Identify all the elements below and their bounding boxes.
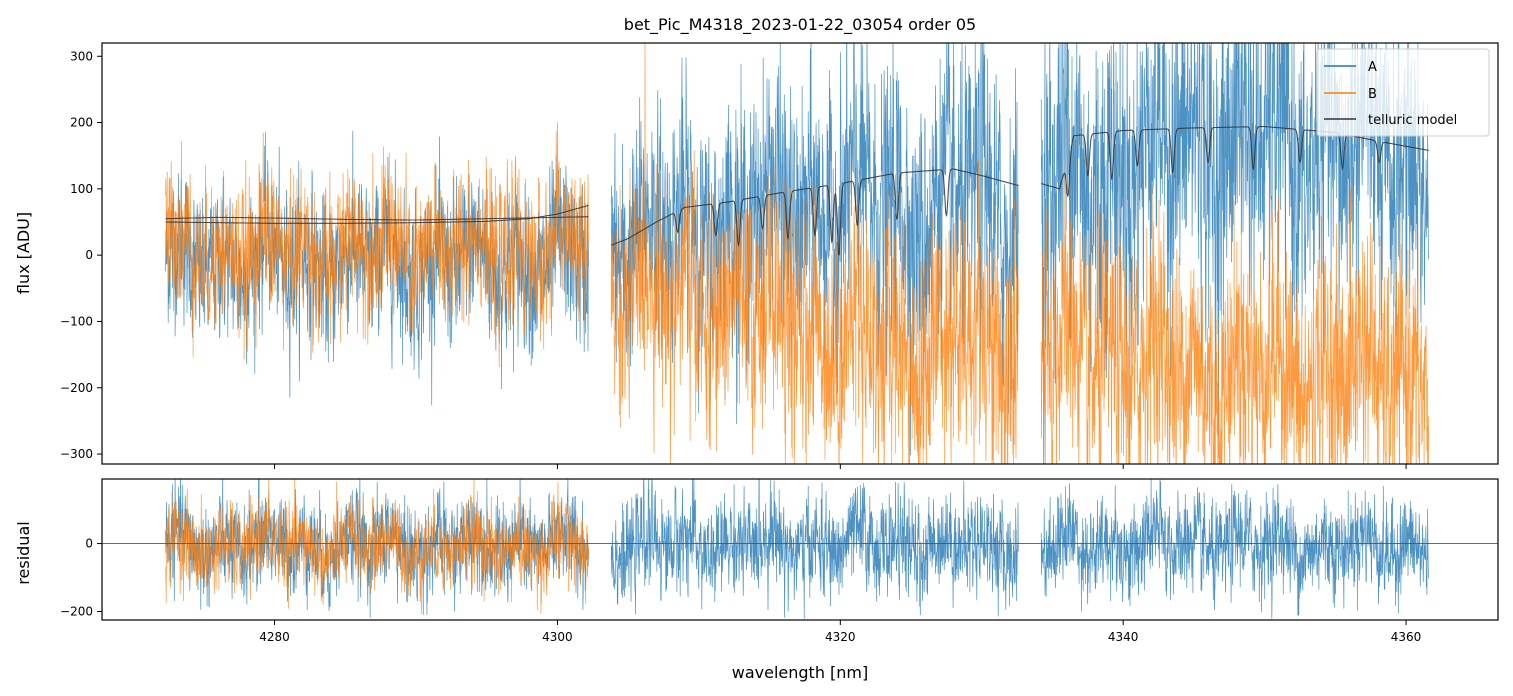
flux-ytick-label: 0 xyxy=(85,248,93,262)
residual-xtick-label: 4340 xyxy=(1108,630,1139,644)
legend-entry-a: A xyxy=(1324,60,1377,75)
flux-ylabel: flux [ADU] xyxy=(14,212,33,294)
residual-ytick-label: 0 xyxy=(85,537,93,551)
telluric-model-line xyxy=(1041,125,1429,198)
flux-ytick-label: 100 xyxy=(70,182,93,196)
flux-frame xyxy=(101,42,1499,465)
residual-xtick-label: 4360 xyxy=(1391,630,1422,644)
flux-ytick-label: 200 xyxy=(70,116,93,130)
legend-entry-telluric: telluric model xyxy=(1324,113,1457,128)
telluric-model-line xyxy=(165,216,589,221)
chart-title: bet_Pic_M4318_2023-01-22_03054 order 05 xyxy=(624,15,976,35)
legend-entry-b: B xyxy=(1324,87,1377,102)
flux-ytick-label: −200 xyxy=(60,381,93,395)
residual-axes: 4280 4300 4320 4340 4360 0 −200 xyxy=(60,478,1499,644)
flux-plot-area xyxy=(165,43,1429,464)
flux-axes: 300 200 100 0 −100 −200 −300 xyxy=(60,42,1499,469)
telluric-model-line xyxy=(611,168,1019,256)
residual-plot-area xyxy=(102,479,1498,619)
legend-label-telluric: telluric model xyxy=(1368,113,1457,128)
residual-xtick-label: 4300 xyxy=(542,630,573,644)
flux-ytick-label: −100 xyxy=(60,314,93,328)
residual-xtick-label: 4280 xyxy=(259,630,290,644)
xlabel: wavelength [nm] xyxy=(732,663,869,682)
residual-panel: 4280 4300 4320 4340 4360 0 −200 residual wavel… xyxy=(14,478,1499,682)
residual-b-line xyxy=(165,479,589,614)
legend: A B telluric model xyxy=(1316,48,1490,137)
residual-ytick-label: −200 xyxy=(60,605,93,619)
residual-xtick-label: 4320 xyxy=(825,630,856,644)
flux-ytick-label: −300 xyxy=(60,447,93,461)
telluric-model-line xyxy=(165,204,589,224)
residual-ylabel: residual xyxy=(14,521,33,584)
residual-frame xyxy=(101,478,1499,621)
series-b-line xyxy=(165,43,1429,464)
legend-label-b: B xyxy=(1368,87,1377,102)
legend-label-a: A xyxy=(1368,60,1377,75)
flux-panel: 300 200 100 0 −100 −200 −300 flux [ADU] A B te… xyxy=(14,42,1499,469)
flux-ytick-label: 300 xyxy=(70,49,93,63)
